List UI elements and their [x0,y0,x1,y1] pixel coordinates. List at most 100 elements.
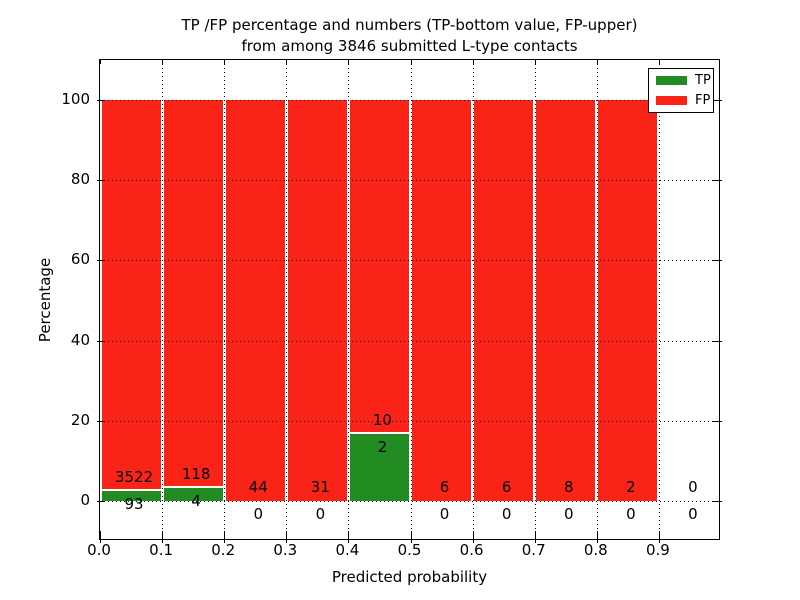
y-axis-label: Percentage [36,257,54,343]
tp-count-label: 0 [688,505,698,523]
y-tick-label: 0 [80,491,90,509]
x-tick-mark-top [286,60,288,64]
legend: TP FP [648,68,714,113]
fp-bar-segment [598,100,658,501]
tp-count-label: 0 [563,505,574,523]
x-tick-mark [534,531,536,543]
tp-bar-segment [163,487,223,501]
x-tick-mark [224,531,226,543]
tp-count-label: 0 [253,505,264,523]
horizontal-gridline [100,501,719,502]
horizontal-gridline [100,420,719,422]
x-tick-label: 0.6 [459,541,484,559]
y-tick-mark [97,420,105,422]
x-tick-mark-top [596,60,598,64]
legend-label-fp: FP [695,92,711,108]
fp-count-label: 2 [626,478,636,496]
vertical-gridline [472,60,474,539]
fp-count-label: 10 [372,411,392,430]
fp-bar-segment [163,100,223,486]
vertical-gridline [348,60,350,539]
x-tick-label: 0.7 [521,541,546,559]
horizontal-gridline [100,100,719,101]
y-tick-label: 40 [70,330,90,349]
x-tick-mark-top [534,60,536,64]
fp-count-label: 118 [181,464,211,483]
fp-count-label: 31 [310,478,330,496]
y-tick-mark-right [712,260,722,262]
y-tick-mark-right [712,180,722,182]
fp-bar-segment [287,100,347,501]
fp-count-label: 6 [501,478,512,496]
y-tick-mark [97,100,105,101]
tp-count-label: 0 [315,505,326,523]
legend-item-tp: TP [649,73,713,88]
horizontal-gridline [100,180,719,182]
y-tick-label: 20 [70,410,90,429]
x-tick-label: 0.1 [149,541,174,559]
x-tick-mark-top [348,60,350,64]
x-tick-label: 0.8 [583,541,608,559]
tp-swatch-icon [656,76,687,86]
horizontal-gridline [100,260,719,262]
legend-item-fp: FP [649,93,713,108]
tp-count-label: 0 [501,505,512,523]
y-tick-mark [97,501,105,502]
x-tick-label: 0.4 [335,541,360,559]
vertical-gridline [286,60,288,539]
fp-bar-segment [225,100,285,501]
x-tick-mark [162,531,164,543]
x-tick-mark-top [472,60,474,64]
x-tick-mark [100,531,101,543]
tp-count-label: 0 [626,505,636,523]
x-tick-mark [658,531,660,543]
x-tick-mark-top [162,60,164,64]
y-tick-mark-right [712,340,722,342]
y-tick-mark-right [712,100,722,101]
y-tick-mark [97,180,105,182]
x-tick-label: 0.9 [645,541,670,559]
y-tick-label: 80 [70,170,90,189]
tp-bar-segment [101,490,161,501]
legend-label-tp: TP [695,73,711,89]
y-tick-mark-right [712,420,722,422]
x-tick-mark-top [224,60,226,64]
x-tick-label: 0.3 [273,541,298,559]
tp-count-label: 2 [377,438,388,457]
fp-bar-segment [412,100,472,501]
fp-count-label: 44 [248,478,268,496]
x-tick-mark-top [410,60,412,64]
vertical-gridline [162,60,164,539]
x-tick-mark [472,531,474,543]
x-tick-mark [596,531,598,543]
chart-title-line-2: from among 3846 submitted L-type contact… [241,37,578,55]
fp-count-label: 0 [688,478,698,496]
tp-count-label: 4 [191,491,201,510]
y-tick-label: 60 [70,250,90,269]
vertical-gridline [658,60,660,539]
fp-count-label: 6 [439,478,450,496]
y-tick-mark [97,260,105,262]
vertical-gridline [596,60,598,539]
y-tick-mark-right [712,501,722,502]
vertical-gridline [534,60,536,539]
fp-count-label: 8 [563,478,574,496]
x-tick-mark [286,531,288,543]
plot-area [97,59,722,543]
x-tick-label: 0.5 [397,541,422,559]
tp-bar-segment [349,434,409,501]
y-tick-mark [97,340,105,342]
vertical-gridline [224,60,226,539]
tp-count-label: 93 [124,494,144,513]
fp-bar-segment [536,100,596,501]
fp-bar-segment [101,100,161,489]
x-tick-mark [348,531,350,543]
fp-bar-segment [349,100,409,433]
chart-title-line-1: TP /FP percentage and numbers (TP-bottom… [181,16,638,34]
x-tick-label: 0.2 [211,541,236,559]
x-tick-label: 0.0 [87,541,111,559]
fp-bar-segment [474,100,534,501]
horizontal-gridline [100,340,719,342]
tp-count-label: 0 [439,505,450,523]
